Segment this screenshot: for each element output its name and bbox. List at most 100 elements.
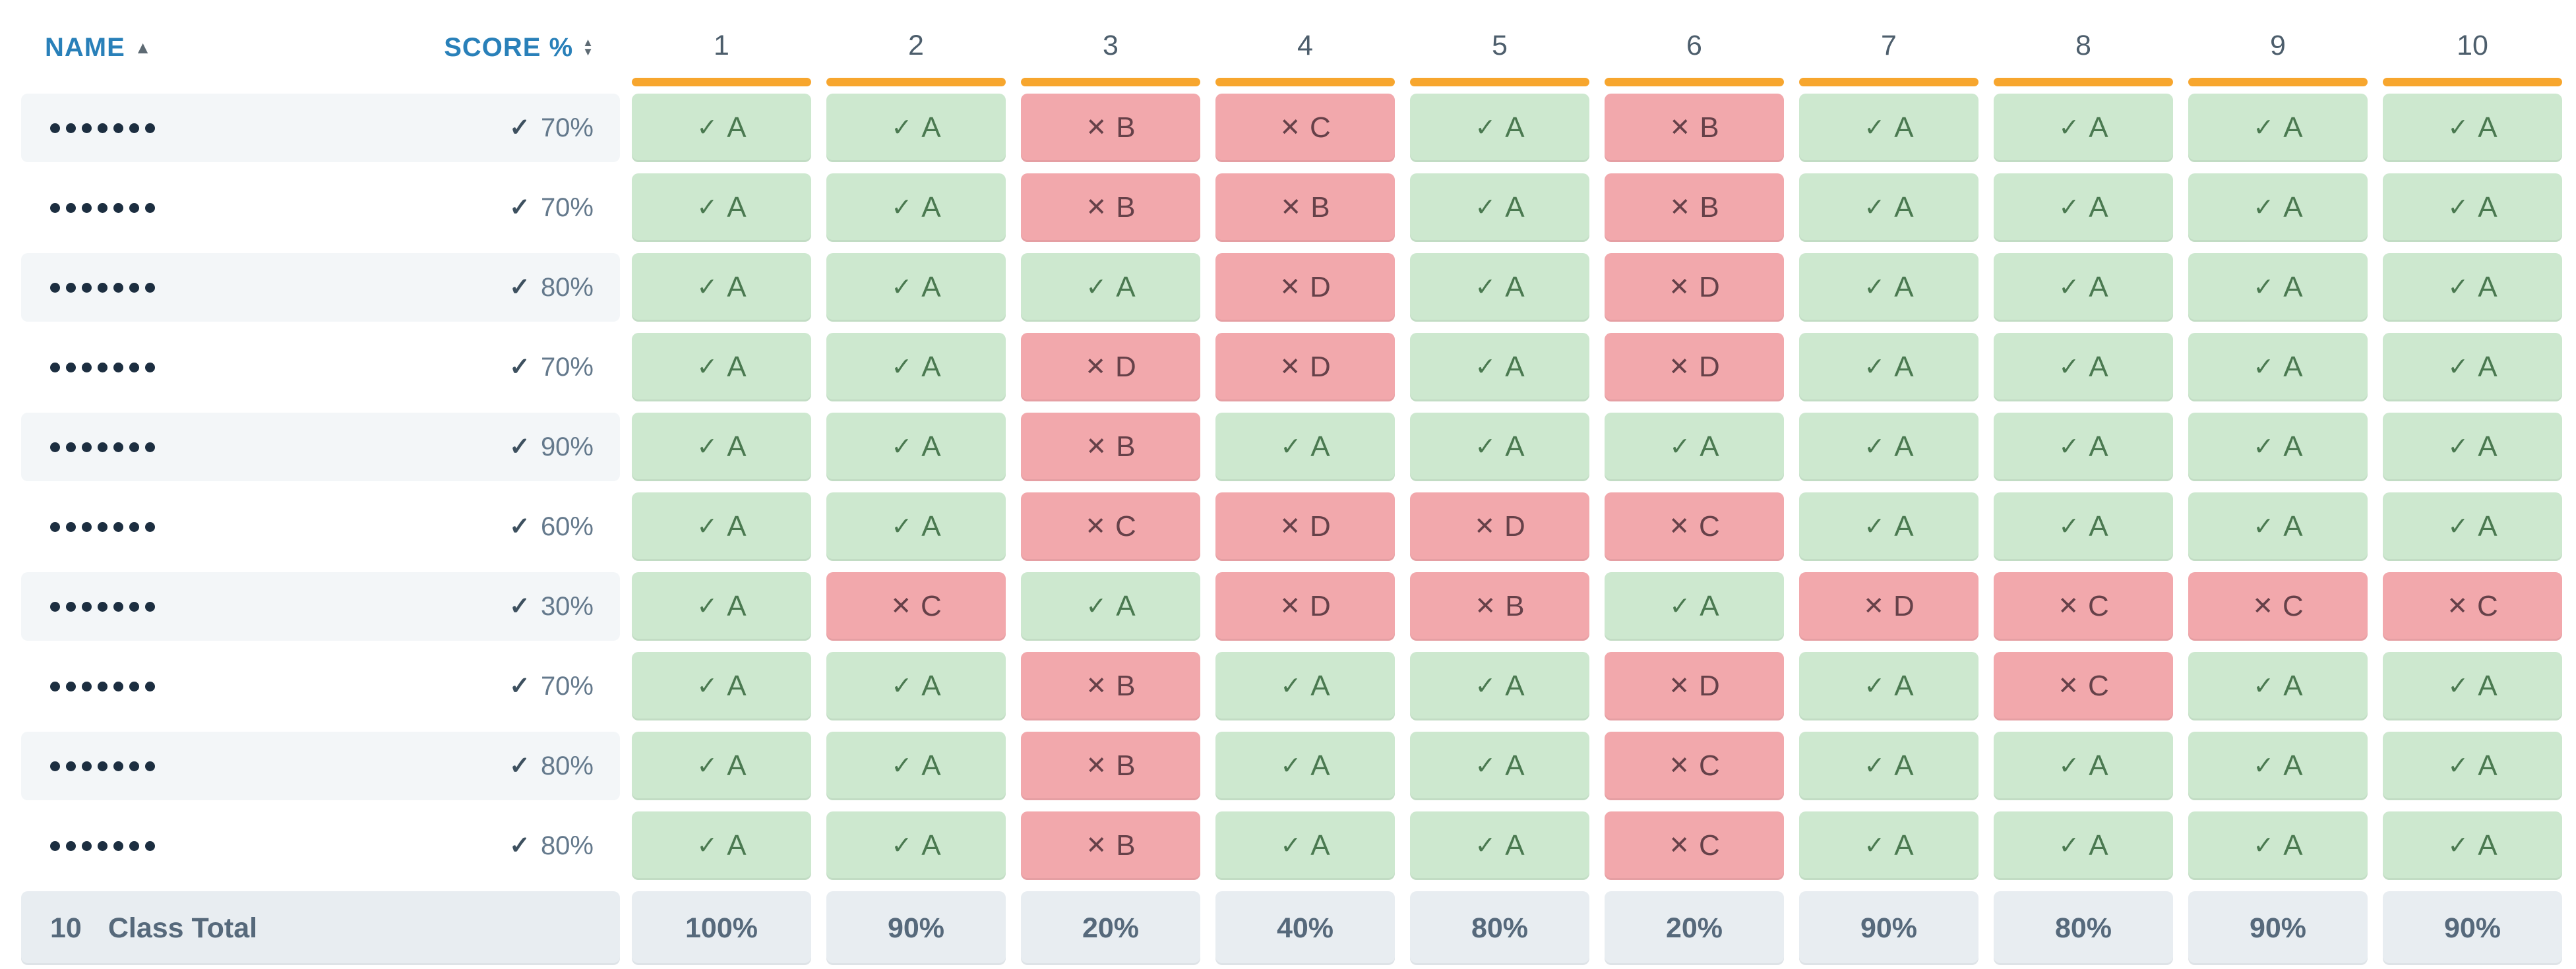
incorrect-icon: ✕ bbox=[2447, 593, 2469, 620]
answer-cell: ✓ A bbox=[826, 94, 1006, 162]
answer-cell: ✓ A bbox=[1410, 173, 1589, 242]
checkmark-icon: ✓ bbox=[509, 274, 530, 301]
answer-cell: ✕ D bbox=[1605, 333, 1784, 401]
answer-cell: ✓ A bbox=[2383, 732, 2562, 800]
student-count: 10 bbox=[50, 912, 82, 944]
correct-icon: ✓ bbox=[1086, 274, 1107, 301]
answer-cells: ✓ A ✓ A ✕ B ✕ C ✓ A ✕ B ✓ A ✓ A ✓ A ✓ A bbox=[632, 94, 2562, 162]
name-dot bbox=[145, 362, 155, 372]
score-column-sort[interactable]: SCORE % ▲ ▼ bbox=[444, 33, 594, 62]
correct-icon: ✓ bbox=[891, 752, 913, 780]
incorrect-icon: ✕ bbox=[1669, 832, 1690, 860]
question-column-header[interactable]: 2 bbox=[826, 0, 1006, 94]
question-total: 90% bbox=[826, 891, 1006, 965]
answer-choice: A bbox=[1310, 670, 1330, 702]
answer-choice: A bbox=[2089, 111, 2108, 144]
question-column-header[interactable]: 3 bbox=[1021, 0, 1200, 94]
correct-icon: ✓ bbox=[1669, 433, 1691, 461]
name-column-sort[interactable]: NAME ▲ bbox=[45, 33, 152, 62]
question-number: 6 bbox=[1686, 30, 1702, 61]
question-column-header[interactable]: 1 bbox=[632, 0, 811, 94]
correct-icon: ✓ bbox=[1864, 274, 1886, 301]
student-name-cell: ✓ 70% bbox=[21, 173, 620, 242]
answer-choice: C bbox=[2088, 590, 2109, 622]
question-column-header[interactable]: 4 bbox=[1215, 0, 1395, 94]
answer-choice: A bbox=[727, 829, 747, 862]
answer-cell: ✓ A bbox=[1994, 94, 2173, 162]
correct-icon: ✓ bbox=[2447, 194, 2469, 221]
name-dot bbox=[82, 601, 92, 612]
question-column-header[interactable]: 8 bbox=[1994, 0, 2173, 94]
answer-cell: ✓ A bbox=[1410, 253, 1589, 322]
answer-cell: ✓ A bbox=[1799, 173, 1978, 242]
student-score: ✓ 90% bbox=[509, 433, 594, 461]
incorrect-icon: ✕ bbox=[1086, 672, 1107, 700]
question-total: 80% bbox=[1994, 891, 2173, 965]
answer-cell: ✓ A bbox=[1994, 333, 2173, 401]
correct-icon: ✓ bbox=[1475, 672, 1496, 700]
correct-icon: ✓ bbox=[2447, 513, 2469, 541]
correct-icon: ✓ bbox=[2447, 672, 2469, 700]
answer-choice: A bbox=[1700, 430, 1719, 463]
masked-student-name bbox=[50, 362, 155, 372]
correct-icon: ✓ bbox=[2253, 832, 2275, 860]
answer-choice: A bbox=[1505, 191, 1525, 223]
question-column-header[interactable]: 6 bbox=[1605, 0, 1784, 94]
correct-icon: ✓ bbox=[1086, 593, 1107, 620]
answer-cell: ✓ A bbox=[1994, 253, 2173, 322]
student-row: ✓ 80% ✓ A ✓ A ✓ A ✕ D ✓ A ✕ D ✓ A ✓ A ✓ A ✓ A bbox=[0, 253, 2576, 333]
incorrect-icon: ✕ bbox=[1669, 513, 1690, 541]
score-value: 80% bbox=[540, 831, 594, 860]
checkmark-icon: ✓ bbox=[509, 433, 530, 461]
question-column-header[interactable]: 7 bbox=[1799, 0, 1978, 94]
name-dot bbox=[129, 601, 139, 612]
answer-cell: ✕ C bbox=[2383, 572, 2562, 641]
incorrect-icon: ✕ bbox=[1086, 752, 1107, 780]
answer-cell: ✓ A bbox=[826, 652, 1006, 720]
question-column-header[interactable]: 9 bbox=[2188, 0, 2368, 94]
answer-choice: B bbox=[1505, 590, 1525, 622]
correct-icon: ✓ bbox=[1475, 353, 1496, 381]
answer-choice: A bbox=[727, 111, 747, 144]
answer-choice: D bbox=[1115, 351, 1136, 383]
answer-cell: ✓ A bbox=[1021, 253, 1200, 322]
correct-icon: ✓ bbox=[2253, 114, 2275, 142]
correct-icon: ✓ bbox=[891, 353, 913, 381]
answer-cell: ✕ C bbox=[1994, 652, 2173, 720]
name-dot bbox=[129, 362, 139, 372]
answer-choice: A bbox=[1116, 590, 1136, 622]
answer-cell: ✕ C bbox=[1994, 572, 2173, 641]
correct-icon: ✓ bbox=[696, 353, 718, 381]
answer-cell: ✓ A bbox=[632, 652, 811, 720]
answer-choice: B bbox=[1116, 829, 1136, 862]
answer-cell: ✓ A bbox=[1799, 492, 1978, 561]
answer-choice: A bbox=[2283, 351, 2303, 383]
answer-choice: A bbox=[727, 271, 747, 303]
correct-icon: ✓ bbox=[2253, 274, 2275, 301]
question-column-header[interactable]: 10 bbox=[2383, 0, 2562, 94]
incorrect-icon: ✕ bbox=[1475, 593, 1496, 620]
answer-cell: ✓ A bbox=[632, 333, 811, 401]
answer-cells: ✓ A ✓ A ✕ B ✕ B ✓ A ✕ B ✓ A ✓ A ✓ A ✓ A bbox=[632, 173, 2562, 242]
question-total: 90% bbox=[2188, 891, 2368, 965]
answer-cell: ✓ A bbox=[1410, 413, 1589, 481]
masked-student-name bbox=[50, 601, 155, 612]
answer-cell: ✓ A bbox=[1410, 732, 1589, 800]
question-underline-bar bbox=[632, 78, 811, 86]
answer-cells: ✓ A ✓ A ✓ A ✕ D ✓ A ✕ D ✓ A ✓ A ✓ A ✓ A bbox=[632, 253, 2562, 322]
incorrect-icon: ✕ bbox=[1279, 593, 1301, 620]
correct-icon: ✓ bbox=[696, 274, 718, 301]
student-name-cell: ✓ 60% bbox=[21, 492, 620, 561]
name-dot bbox=[129, 521, 139, 532]
name-dot bbox=[98, 840, 107, 851]
incorrect-icon: ✕ bbox=[1669, 353, 1690, 381]
correct-icon: ✓ bbox=[696, 672, 718, 700]
question-column-header[interactable]: 5 bbox=[1410, 0, 1589, 94]
sort-both-icon: ▲ ▼ bbox=[582, 37, 594, 57]
name-dot bbox=[113, 442, 123, 452]
student-name-cell: ✓ 70% bbox=[21, 94, 620, 162]
student-score: ✓ 70% bbox=[509, 672, 594, 700]
class-total-name-cell: 10 Class Total bbox=[21, 891, 620, 965]
answer-cell: ✓ A bbox=[2383, 811, 2562, 880]
answer-cell: ✕ D bbox=[1605, 652, 1784, 720]
